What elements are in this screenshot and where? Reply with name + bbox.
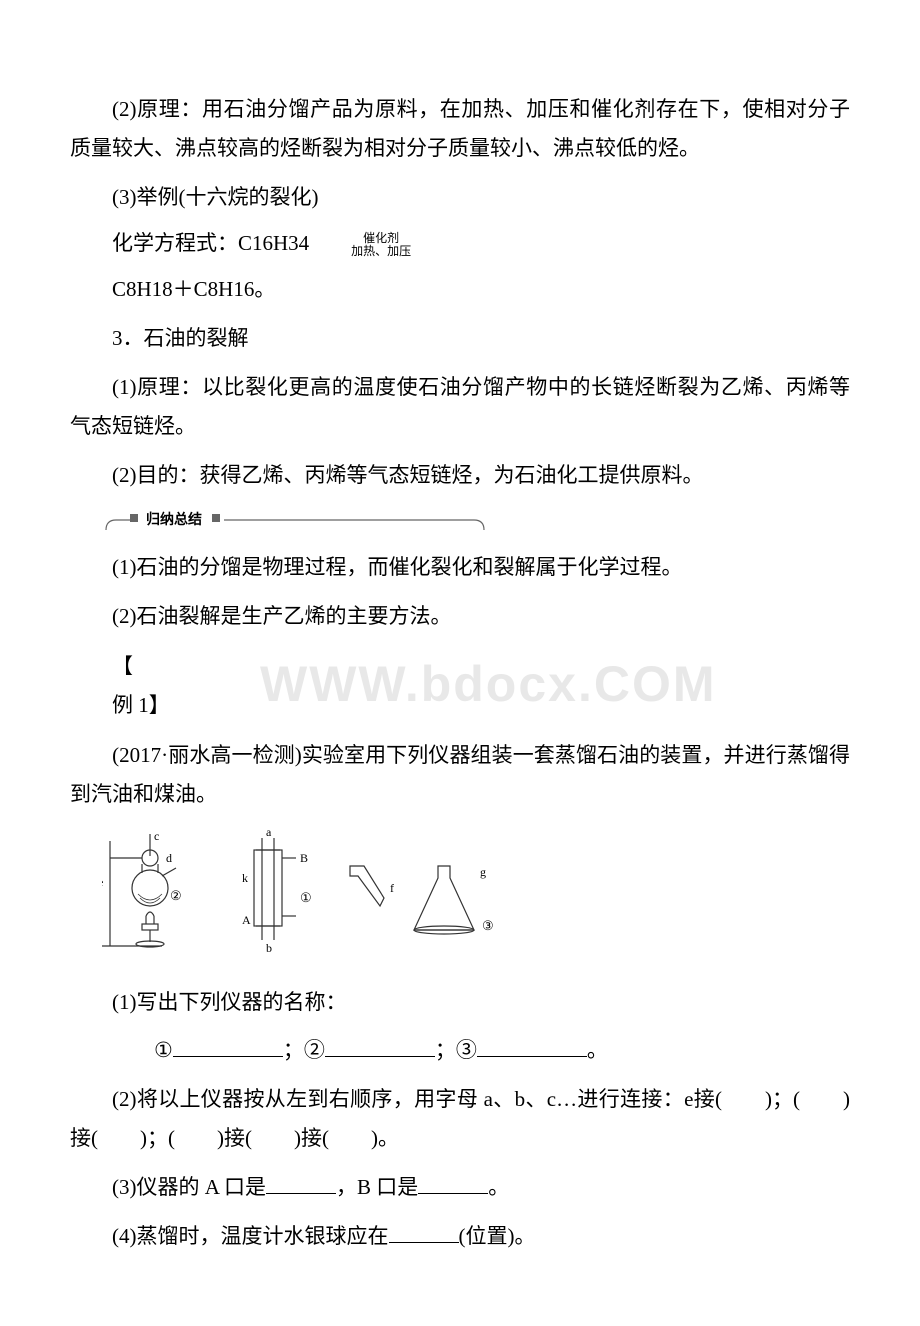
summary-divider: 归纳总结 bbox=[102, 508, 850, 534]
svg-text:f: f bbox=[390, 881, 394, 895]
svg-text:e: e bbox=[102, 875, 103, 889]
svg-text:B: B bbox=[300, 851, 308, 865]
svg-text:a: a bbox=[266, 826, 272, 839]
q3-prefix: (3)仪器的 A 口是 bbox=[112, 1175, 266, 1199]
paragraph-crack-1: (1)原理：以比裂化更高的温度使石油分馏产物中的长链烃断裂为乙烯、丙烯等气态短链… bbox=[70, 368, 850, 446]
svg-text:d: d bbox=[166, 851, 172, 865]
example-marker: 【 bbox=[112, 650, 850, 680]
heading-3: 3．石油的裂解 bbox=[70, 319, 850, 358]
question-1: (1)写出下列仪器的名称： bbox=[70, 983, 850, 1022]
paragraph-summary-2: (2)石油裂解是生产乙烯的主要方法。 bbox=[70, 597, 850, 636]
svg-text:A: A bbox=[242, 913, 251, 927]
equation-prefix: 化学方程式：C16H34 bbox=[112, 231, 309, 255]
blank-1-3 bbox=[477, 1036, 587, 1057]
q3-end: 。 bbox=[488, 1175, 509, 1199]
paragraph-equation: 化学方程式：C16H34催化剂加热、加压 bbox=[70, 227, 850, 261]
reaction-condition: 催化剂加热、加压 bbox=[309, 232, 411, 258]
svg-text:b: b bbox=[266, 941, 272, 955]
summary-label-text: 归纳总结 bbox=[146, 511, 202, 528]
sep-1: ；② bbox=[283, 1038, 325, 1062]
cond-bot: 加热、加压 bbox=[309, 245, 411, 258]
blank-1-2 bbox=[325, 1036, 435, 1057]
question-1-blanks: ① ；② ；③ 。 bbox=[70, 1031, 850, 1070]
label-1: ① bbox=[112, 1031, 173, 1070]
q4-prefix: (4)蒸馏时，温度计水银球应在 bbox=[112, 1224, 389, 1248]
question-4: (4)蒸馏时，温度计水银球应在 (位置)。 bbox=[70, 1217, 850, 1256]
paragraph-summary-1: (1)石油的分馏是物理过程，而催化裂化和裂解属于化学过程。 bbox=[70, 548, 850, 587]
svg-text:c: c bbox=[154, 829, 159, 843]
blank-3-2 bbox=[418, 1173, 488, 1194]
question-3: (3)仪器的 A 口是 ，B 口是 。 bbox=[70, 1168, 850, 1207]
blank-4-1 bbox=[389, 1222, 459, 1243]
svg-text:k: k bbox=[242, 871, 248, 885]
svg-text:③: ③ bbox=[482, 918, 494, 933]
blank-3-1 bbox=[266, 1173, 336, 1194]
paragraph-problem: (2017·丽水高一检测)实验室用下列仪器组装一套蒸馏石油的装置，并进行蒸馏得到… bbox=[70, 736, 850, 814]
svg-text:②: ② bbox=[170, 888, 182, 903]
document-body: (2)原理：用石油分馏产品为原料，在加热、加压和催化剂存在下，使相对分子质量较大… bbox=[70, 90, 850, 1256]
end-1: 。 bbox=[587, 1038, 608, 1062]
blank-1-1 bbox=[173, 1036, 283, 1057]
bracket-right: 】 bbox=[149, 694, 170, 717]
bracket-left: 【 bbox=[112, 655, 133, 678]
paragraph-crack-2: (2)目的：获得乙烯、丙烯等气态短链烃，为石油化工提供原料。 bbox=[70, 456, 850, 495]
q4-end: (位置)。 bbox=[459, 1224, 536, 1248]
sep-2: ；③ bbox=[435, 1038, 477, 1062]
q3-mid: ，B 口是 bbox=[336, 1175, 418, 1199]
paragraph-principle-2: (2)原理：用石油分馏产品为原料，在加热、加压和催化剂存在下，使相对分子质量较大… bbox=[70, 90, 850, 168]
example-number: 例 1】 bbox=[70, 686, 850, 726]
cond-top: 催化剂 bbox=[309, 232, 411, 245]
question-2: (2)将以上仪器按从左到右顺序，用字母 a、b、c…进行连接：e接( )；( )… bbox=[70, 1080, 850, 1158]
example-num-text: 例 1 bbox=[112, 693, 149, 717]
paragraph-products: C8H18＋C8H16。 bbox=[70, 270, 850, 309]
apparatus-diagram: c d e ② a B k ① A b bbox=[102, 826, 850, 971]
paragraph-example-heading: (3)举例(十六烷的裂化) bbox=[70, 178, 850, 217]
svg-text:g: g bbox=[480, 865, 486, 879]
svg-text:①: ① bbox=[300, 890, 312, 905]
